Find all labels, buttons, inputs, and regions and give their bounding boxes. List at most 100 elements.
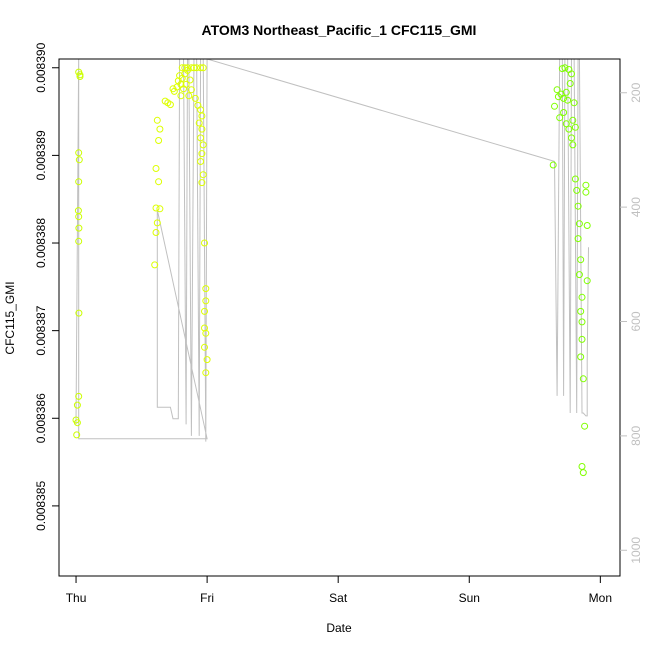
data-point [75, 178, 83, 186]
data-point [155, 137, 163, 144]
y-axis-label: CFC115_GMI [3, 281, 17, 354]
data-point [156, 205, 164, 213]
data-point [569, 116, 577, 124]
y-tick-label: 0.008390 [34, 42, 48, 92]
data-point [560, 94, 568, 102]
data-point [579, 375, 587, 383]
data-point [553, 86, 561, 94]
data-point [577, 256, 585, 264]
x-tick-label: Fri [200, 591, 214, 605]
data-point [75, 213, 83, 221]
data-point [181, 64, 189, 72]
data-point [566, 80, 574, 87]
data-point [75, 149, 83, 157]
right-tick-label: 200 [629, 82, 643, 102]
data-point [185, 92, 193, 100]
y-tick-label: 0.008388 [34, 218, 48, 268]
data-point [579, 582, 585, 588]
data-point [153, 219, 161, 227]
data-point [571, 123, 579, 131]
data-point [182, 80, 190, 88]
data-point [581, 422, 589, 430]
data-point [570, 99, 578, 107]
data-point [75, 309, 83, 317]
right-axis: 200 400 600 800 1000 [620, 82, 643, 564]
x-tick-label: Sun [459, 591, 480, 605]
y-tick-label: 0.008389 [34, 130, 48, 180]
data-point [583, 222, 591, 229]
data-point [577, 353, 585, 361]
data-point [556, 114, 564, 122]
x-axis: Thu Fri Sat Sun Mon [66, 575, 612, 605]
data-point [573, 186, 581, 194]
data-point [75, 156, 83, 164]
data-point [561, 64, 569, 72]
data-point [575, 220, 583, 228]
data-point [177, 92, 185, 100]
data-point [153, 116, 161, 124]
data-point [73, 431, 81, 439]
data-point [568, 134, 575, 142]
data-point [568, 70, 575, 78]
pressure-series [75, 59, 589, 442]
data-point [574, 202, 582, 210]
data-point [578, 463, 586, 470]
data-point [199, 64, 207, 72]
y-tick-label: 0.008387 [34, 305, 48, 355]
data-point [560, 109, 568, 116]
data-point [579, 469, 587, 477]
plot-frame [58, 58, 621, 577]
data-point [582, 188, 590, 196]
right-tick-label: 400 [629, 197, 643, 217]
x-tick-label: Thu [66, 591, 87, 605]
data-point [197, 158, 205, 165]
data-point [551, 102, 558, 110]
data-point [578, 318, 586, 326]
data-point [578, 335, 586, 343]
data-point [202, 329, 210, 337]
data-point [578, 293, 586, 301]
data-point [152, 229, 160, 236]
data-point [549, 161, 557, 169]
data-point [193, 64, 201, 72]
data-point [201, 307, 208, 315]
data-point [198, 179, 206, 187]
data-point [582, 181, 590, 189]
data-point [562, 88, 570, 96]
chart-title: ATOM3 Northeast_Pacific_1 CFC115_GMI [202, 22, 477, 38]
y-tick-label: 0.008385 [34, 481, 48, 531]
data-point [187, 86, 195, 94]
x-tick-label: Mon [589, 591, 612, 605]
data-point [73, 401, 81, 409]
data-point [75, 237, 83, 245]
data-point [202, 369, 210, 377]
data-point [202, 285, 210, 293]
data-point [564, 96, 572, 104]
data-point [187, 64, 195, 72]
data-point [569, 141, 577, 149]
data-point [577, 307, 585, 315]
data-point [197, 134, 205, 142]
data-point [166, 101, 174, 109]
data-point [203, 356, 211, 364]
points-series [72, 64, 591, 588]
data-point [191, 94, 199, 102]
data-point [195, 119, 203, 127]
data-point [201, 343, 208, 351]
right-tick-label: 1000 [629, 537, 643, 564]
data-point [201, 239, 208, 247]
data-point [152, 204, 160, 212]
data-point [199, 141, 207, 149]
x-tick-label: Sat [329, 591, 348, 605]
data-point [198, 112, 206, 120]
y-axis: 0.008385 0.008386 0.008387 0.008388 0.008389… [34, 42, 59, 531]
data-point [583, 277, 591, 285]
data-point [75, 392, 83, 400]
data-point [186, 76, 194, 84]
data-point [575, 271, 583, 279]
data-point [152, 165, 160, 172]
data-point [73, 419, 81, 427]
x-axis-label: Date [326, 621, 352, 635]
